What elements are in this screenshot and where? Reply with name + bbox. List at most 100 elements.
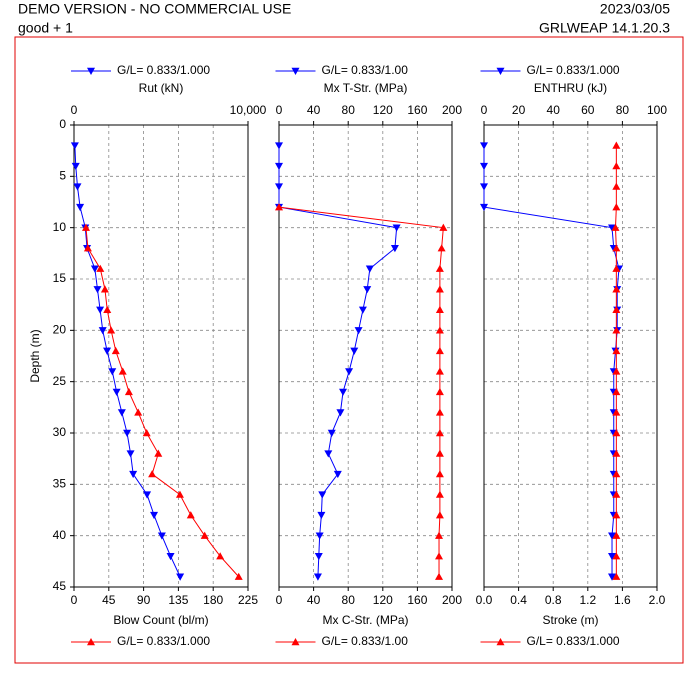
data-marker (390, 245, 399, 253)
x2-tick-label: 80 (342, 103, 356, 117)
data-marker (216, 552, 225, 560)
data-marker (612, 346, 621, 355)
data-marker (435, 552, 444, 560)
data-marker (123, 429, 132, 437)
data-marker (176, 573, 185, 581)
data-marker (166, 553, 175, 561)
data-marker (612, 429, 621, 437)
y-tick-label: 35 (53, 477, 67, 491)
x2-axis-label: Rut (kN) (139, 81, 184, 95)
data-marker (112, 388, 121, 396)
data-marker (612, 285, 621, 293)
data-marker (324, 450, 333, 458)
data-marker (154, 449, 163, 457)
data-marker (118, 367, 127, 375)
legend-marker (496, 638, 505, 646)
data-marker (435, 449, 444, 457)
plot-frame (483, 124, 658, 588)
x-axis-label: Blow Count (bl/m) (113, 613, 208, 627)
series-line (85, 227, 240, 578)
x2-axis-label: Mx T-Str. (MPa) (324, 81, 408, 95)
header-subtitle: good + 1 (18, 20, 73, 36)
data-marker (93, 286, 102, 294)
data-marker (275, 183, 283, 191)
x-tick-label: 225 (238, 593, 258, 607)
data-marker (612, 162, 621, 170)
legend-marker (87, 67, 95, 75)
data-marker (148, 470, 157, 478)
data-marker (200, 531, 209, 539)
data-marker (435, 305, 444, 313)
data-marker (437, 244, 446, 252)
x-tick-label: 180 (203, 593, 223, 607)
data-marker (315, 532, 324, 540)
y-axis-label: Depth (m) (28, 329, 42, 382)
data-marker (275, 162, 283, 171)
x2-tick-label: 100 (647, 103, 667, 117)
data-marker (333, 470, 342, 479)
data-marker (339, 388, 348, 396)
header-title: DEMO VERSION - NO COMMERCIAL USE (18, 1, 291, 17)
data-marker (435, 572, 444, 580)
x-axis-label: Mx C-Str. (MPa) (323, 613, 409, 627)
x2-tick-label: 40 (307, 103, 321, 117)
legend-label: G/L= 0.833/1.000 (527, 63, 620, 77)
y-tick-label: 5 (59, 169, 66, 183)
data-marker (186, 511, 195, 519)
data-marker (108, 368, 117, 376)
series-line (74, 145, 181, 577)
legend-marker (291, 638, 300, 646)
series-line (278, 206, 444, 577)
data-marker (612, 449, 621, 457)
data-marker (608, 532, 617, 540)
data-marker (392, 224, 401, 232)
data-marker (111, 346, 120, 355)
data-marker (143, 491, 152, 499)
data-marker (350, 347, 359, 355)
data-marker (435, 470, 444, 478)
x-tick-label: 90 (137, 593, 151, 607)
data-marker (363, 286, 372, 294)
data-marker (612, 408, 621, 416)
data-marker (81, 223, 90, 231)
data-marker (480, 162, 488, 171)
data-marker (612, 511, 621, 519)
data-marker (358, 306, 367, 314)
plot-frame (278, 124, 453, 588)
legend-label: G/L= 0.833/1.000 (117, 63, 210, 77)
data-marker (175, 490, 184, 498)
data-marker (612, 367, 621, 375)
data-marker (103, 347, 112, 355)
x-tick-label: 1.2 (579, 593, 596, 607)
x-tick-label: 80 (342, 593, 356, 607)
x2-axis-label: ENTHRU (kJ) (534, 81, 607, 95)
x2-tick-label: 0 (71, 103, 78, 117)
data-marker (612, 203, 621, 211)
y-tick-label: 30 (53, 425, 67, 439)
data-marker (70, 142, 79, 150)
series-line (483, 145, 620, 577)
data-marker (142, 429, 151, 437)
x2-tick-label: 200 (442, 103, 462, 117)
data-marker (435, 490, 444, 498)
y-tick-label: 45 (53, 579, 67, 593)
data-marker (435, 285, 444, 293)
data-marker (435, 408, 444, 416)
legend-marker (291, 67, 300, 75)
y-tick-label: 20 (53, 323, 67, 337)
x-tick-label: 1.6 (614, 593, 631, 607)
x-tick-label: 2.0 (649, 593, 666, 607)
header-program: GRLWEAP 14.1.20.3 (539, 20, 670, 36)
data-marker (439, 223, 448, 231)
data-marker (345, 368, 354, 376)
data-marker (150, 511, 159, 520)
data-marker (435, 346, 444, 355)
x2-tick-label: 0 (276, 103, 283, 117)
data-marker (83, 244, 92, 252)
legend-marker (496, 67, 505, 75)
x-tick-label: 160 (407, 593, 427, 607)
y-tick-label: 25 (53, 374, 67, 388)
data-marker (480, 183, 488, 191)
data-marker (117, 409, 126, 417)
